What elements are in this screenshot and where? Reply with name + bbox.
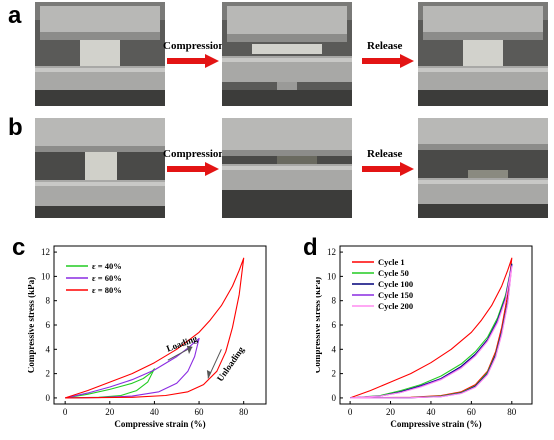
y-tick-label: 0 [332, 393, 337, 403]
series-line [65, 257, 245, 399]
x-axis-title: Compressive strain (%) [390, 419, 481, 429]
x-axis-title: Compressive strain (%) [114, 419, 205, 429]
compression-rig-image [35, 2, 165, 106]
arrowhead-loading-icon [186, 345, 193, 355]
y-axis-title: Compressive stress (kPa) [28, 277, 36, 373]
legend-label: ε = 40% [92, 261, 122, 271]
chart-c: 0 20 40 60 80 0 2 4 6 8 10 12 Compressive strain (%)… [28, 245, 267, 429]
y-tick-label: 4 [46, 344, 51, 354]
y-tick-label: 8 [332, 296, 337, 306]
photo-a-compressed [222, 2, 352, 106]
photo-b-compressed [222, 118, 352, 218]
y-axis-title: Compressive stress (kPa) [316, 277, 322, 373]
x-tick-label: 0 [348, 407, 353, 417]
photo-a-initial [35, 2, 165, 106]
annotation-unloading: Unloading [215, 344, 246, 383]
legend-label: Cycle 200 [378, 301, 413, 311]
series-line [65, 337, 200, 399]
legend-label: Cycle 100 [378, 279, 413, 289]
compression-rig-image [418, 2, 548, 106]
y-tick-label: 6 [46, 320, 51, 330]
photo-b-initial [35, 118, 165, 218]
arrow-right-icon [362, 162, 414, 176]
arrow-label-release-b: Release [367, 148, 403, 160]
x-tick-label: 0 [63, 407, 68, 417]
x-tick-label: 60 [195, 407, 205, 417]
arrow-right-icon [167, 54, 219, 68]
y-tick-label: 0 [46, 393, 51, 403]
compression-rig-image [222, 118, 352, 218]
x-tick-label: 40 [426, 407, 436, 417]
y-tick-label: 12 [41, 247, 50, 257]
y-tick-label: 10 [41, 271, 51, 281]
legend-label: Cycle 50 [378, 268, 409, 278]
compression-rig-image [35, 118, 165, 218]
arrow-right-icon [167, 162, 219, 176]
series-line [349, 257, 513, 399]
panel-letter-d: d [303, 234, 318, 261]
chart-d: 0 20 40 60 80 0 2 4 6 8 10 12 Compressive strain (%)… [316, 245, 533, 429]
y-tick-label: 12 [327, 247, 336, 257]
arrow-label-compression-a: Compression [163, 40, 225, 52]
compression-rig-image [418, 118, 548, 218]
arrow-right-icon [362, 54, 414, 68]
legend-label: ε = 60% [92, 273, 122, 283]
panel-letter-a: a [8, 2, 22, 29]
series-line [350, 263, 513, 399]
y-tick-label: 2 [46, 369, 51, 379]
x-tick-label: 20 [386, 407, 396, 417]
x-tick-label: 40 [150, 407, 160, 417]
legend-label: Cycle 150 [378, 290, 413, 300]
series-line [350, 264, 513, 399]
plot-frame [53, 245, 267, 405]
x-tick-label: 80 [239, 407, 249, 417]
photo-b-released [418, 118, 548, 218]
x-tick-label: 20 [105, 407, 115, 417]
annotation-loading: Loading [165, 333, 199, 354]
y-tick-label: 6 [332, 320, 337, 330]
y-tick-label: 8 [46, 296, 51, 306]
panel-letter-c: c [12, 234, 26, 261]
compression-rig-image [222, 2, 352, 106]
y-tick-label: 10 [327, 271, 337, 281]
series-line [350, 263, 513, 399]
x-tick-label: 60 [467, 407, 477, 417]
y-tick-label: 2 [332, 369, 337, 379]
arrow-label-compression-b: Compression [163, 148, 225, 160]
series-line [350, 266, 513, 399]
x-tick-label: 80 [507, 407, 517, 417]
legend-label: ε = 80% [92, 285, 122, 295]
photo-a-released [418, 2, 548, 106]
arrow-label-release-a: Release [367, 40, 403, 52]
panel-letter-b: b [8, 114, 23, 141]
arrowhead-unloading-icon [206, 369, 212, 379]
legend-label: Cycle 1 [378, 257, 405, 267]
y-tick-label: 4 [332, 344, 337, 354]
